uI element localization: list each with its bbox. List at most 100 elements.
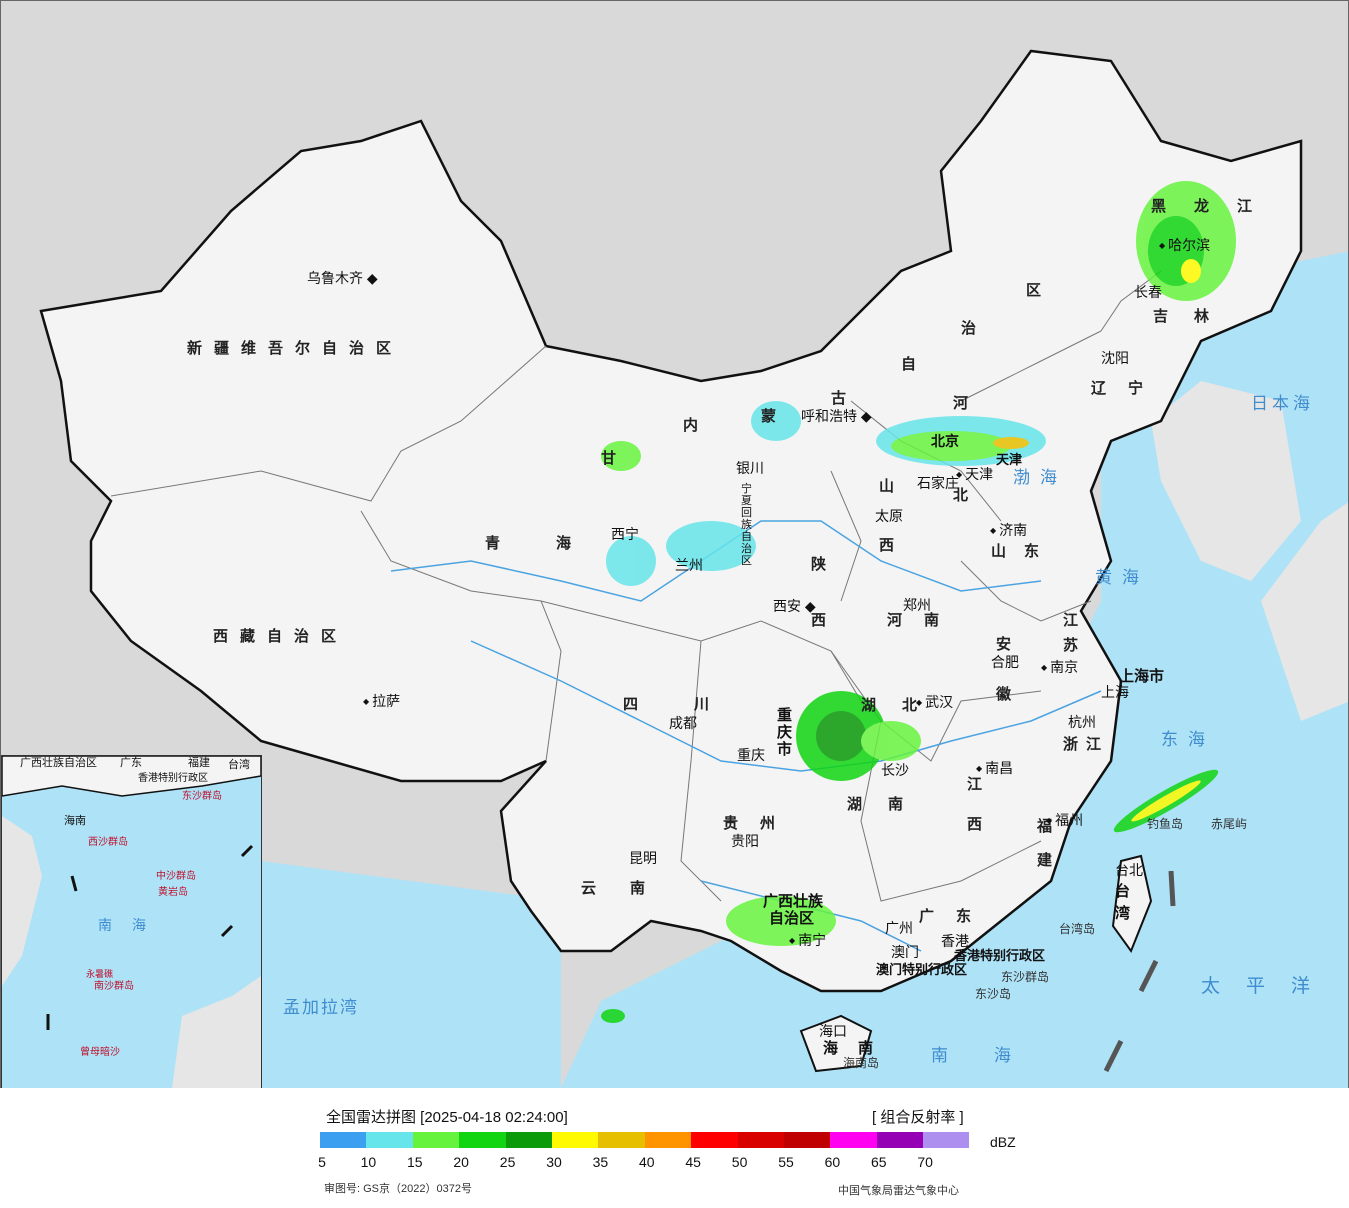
color-swatch xyxy=(691,1132,738,1148)
color-tick-label: 55 xyxy=(778,1154,794,1170)
label-guangxi-1: 广西壮族 xyxy=(763,893,824,910)
color-swatch xyxy=(412,1132,460,1148)
label-hebei-1: 河 xyxy=(953,395,969,412)
city-fuzhou: 福州 xyxy=(1046,813,1083,827)
label-shanxi-2: 西 xyxy=(879,537,895,554)
city-shijiazhuang: 石家庄 xyxy=(917,475,959,491)
city-harbin: 哈尔滨 xyxy=(1159,238,1210,252)
label-shaanxi-2: 西 xyxy=(811,612,827,629)
color-swatch xyxy=(923,1132,970,1148)
sea-bohai: 渤海 xyxy=(1013,468,1067,487)
inset-fujian: 福建 xyxy=(188,757,210,769)
label-nmg-5: 治 xyxy=(961,320,977,337)
color-tick-label: 50 xyxy=(731,1154,748,1170)
island-chiwei: 赤尾屿 xyxy=(1211,817,1248,831)
island-hainan: 海南岛 xyxy=(843,1056,880,1070)
color-tick-label: 40 xyxy=(639,1154,655,1170)
label-hebei-2: 北 xyxy=(953,487,969,504)
color-tick-label: 15 xyxy=(407,1154,423,1170)
color-swatch xyxy=(505,1132,552,1148)
label-hainan: 海南 xyxy=(823,1040,894,1057)
city-chengdu: 成都 xyxy=(669,715,697,731)
label-zhejiang: 浙江 xyxy=(1063,736,1110,753)
label-nmg-6: 区 xyxy=(1026,282,1042,299)
color-swatch xyxy=(459,1132,506,1148)
south-china-sea-inset: 广西壮族自治区 广东 福建 台湾 海南 香港特别行政区 东沙群岛 西沙群岛 中沙… xyxy=(1,755,262,1088)
city-taiyuan: 太原 xyxy=(875,508,903,524)
label-hk-prov: 香港特别行政区 xyxy=(954,948,1046,963)
label-yunnan: 云南 xyxy=(581,880,680,897)
city-hohhot: 呼和浩特 ◆ xyxy=(801,408,872,424)
label-anhui-2: 徽 xyxy=(996,686,1012,703)
color-swatch xyxy=(320,1132,367,1148)
inset-guangxi: 广西壮族自治区 xyxy=(20,757,97,769)
sea-bengal: 孟加拉湾 xyxy=(283,998,359,1017)
label-jilin: 吉林 xyxy=(1153,308,1236,325)
bay-of-bengal xyxy=(261,861,561,1088)
label-heilongjiang: 黑龙江 xyxy=(1151,198,1281,215)
inset-nansha: 南沙群岛 xyxy=(94,981,134,992)
city-kunming: 昆明 xyxy=(629,850,657,866)
map-canvas xyxy=(39,49,1348,1088)
color-swatch xyxy=(551,1132,599,1148)
inset-canvas xyxy=(2,756,261,1088)
label-macau-prov: 澳门特别行政区 xyxy=(876,962,968,977)
color-tick-label: 65 xyxy=(871,1154,887,1170)
radar-map: 新疆维吾尔自治区 西藏自治区 青海 甘 内 蒙 古 自 治 区 黑龙江 吉林 辽… xyxy=(0,0,1349,1089)
inset-dongsha: 东沙群岛 xyxy=(182,791,222,802)
city-lhasa: 拉萨 xyxy=(363,694,400,708)
color-swatch xyxy=(830,1132,877,1148)
label-nmg-1: 内 xyxy=(683,417,699,434)
city-haikou: 海口 xyxy=(819,1023,847,1039)
radar-echoes xyxy=(601,181,1236,1023)
city-macau: 澳门 xyxy=(891,944,919,960)
inset-yongshu: 永暑礁 xyxy=(86,969,114,979)
taiwan-island xyxy=(1111,854,1153,954)
label-nmg-4: 自 xyxy=(901,356,917,373)
island-dongsha: 东沙岛 xyxy=(975,987,1012,1001)
label-anhui-1: 安 xyxy=(996,636,1012,653)
label-shanxi-1: 山 xyxy=(879,478,895,495)
color-tick-label: 60 xyxy=(824,1154,841,1170)
label-qinghai: 青海 xyxy=(485,535,628,552)
color-tick-label: 45 xyxy=(685,1154,701,1170)
city-nanchang: 南昌 xyxy=(976,761,1013,775)
color-tick-label: 20 xyxy=(453,1154,469,1170)
color-tick-label: 10 xyxy=(360,1154,377,1170)
korea-land xyxy=(1151,381,1301,581)
dash-lines xyxy=(1103,870,1176,1073)
label-fujian-2: 建 xyxy=(1037,852,1053,869)
city-yinchuan: 银川 xyxy=(736,460,764,476)
label-liaoning: 辽宁 xyxy=(1091,380,1166,397)
label-ningxia: 宁夏回族自治区 xyxy=(741,483,752,567)
city-hongkong: 香港 xyxy=(941,933,969,949)
city-taipei: 台北 xyxy=(1115,862,1143,878)
city-hefei: 合肥 xyxy=(991,654,1019,670)
color-swatch xyxy=(598,1132,645,1148)
sea-pacific: 太平洋 xyxy=(1201,976,1337,997)
label-tianjin-prov: 天津 xyxy=(996,452,1023,467)
city-jinan: 济南 xyxy=(990,523,1027,537)
sea-east: 东海 xyxy=(1161,730,1215,749)
color-swatch xyxy=(644,1132,692,1148)
label-guangxi-2: 自治区 xyxy=(769,910,815,927)
color-bar xyxy=(320,1132,970,1148)
inset-zengmu: 曾母暗沙 xyxy=(80,1047,120,1058)
city-tianjin: 天津 xyxy=(956,467,993,481)
inset-huangyan: 黄岩岛 xyxy=(158,887,188,898)
label-hubei: 湖北 xyxy=(861,697,944,714)
city-guiyang: 贵阳 xyxy=(731,833,759,849)
city-xining: 西宁 xyxy=(611,526,639,542)
china-landmass xyxy=(39,49,1303,993)
data-source: 中国气象局雷达气象中心 xyxy=(838,1185,959,1197)
city-guangzhou: 广州 xyxy=(885,920,913,936)
inset-xisha: 西沙群岛 xyxy=(88,837,128,848)
color-swatch xyxy=(876,1132,924,1148)
label-chongqing: 重庆市 xyxy=(777,707,793,758)
city-shanghai: 上海 xyxy=(1101,684,1129,700)
city-wuhan: 武汉 xyxy=(916,695,953,709)
label-jiangsu-2: 苏 xyxy=(1063,637,1079,654)
color-bar-ticks: 5 10 15 20 25 30 35 40 45 50 55 60 65 70 xyxy=(0,1154,1349,1172)
city-hangzhou: 杭州 xyxy=(1068,714,1096,730)
inset-south-sea: 南海 xyxy=(98,917,166,933)
